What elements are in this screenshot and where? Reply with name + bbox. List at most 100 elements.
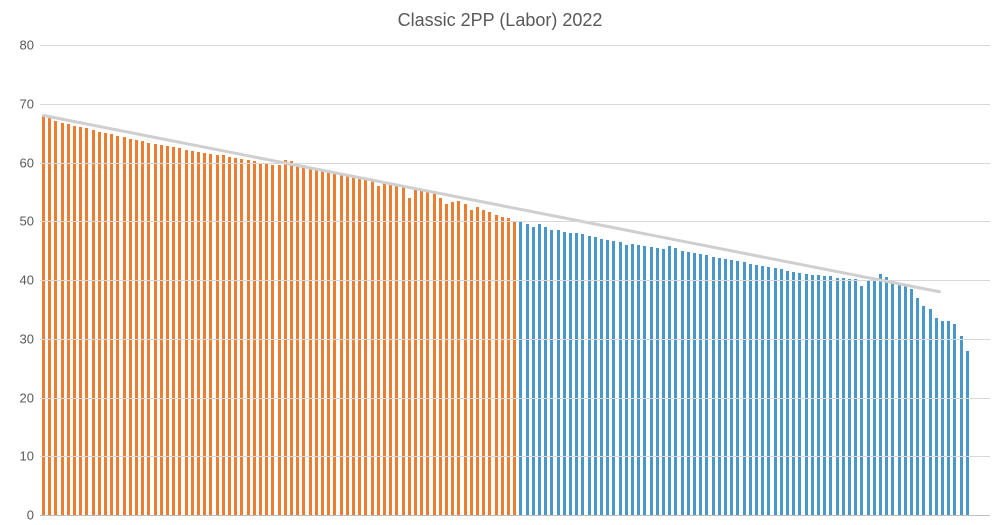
bar (929, 309, 932, 515)
bar (755, 265, 758, 515)
bar (426, 191, 429, 515)
bar (154, 144, 157, 515)
bar (197, 152, 200, 515)
bar (333, 173, 336, 516)
bar (420, 189, 423, 515)
bar (724, 259, 727, 515)
bar (743, 262, 746, 515)
bar (278, 165, 281, 515)
bar (712, 257, 715, 516)
bar (302, 165, 305, 515)
gridline (40, 104, 990, 105)
bar (110, 134, 113, 515)
bar (550, 230, 553, 515)
bar (172, 147, 175, 515)
bar (538, 224, 541, 515)
bar (501, 217, 504, 515)
bar (953, 324, 956, 515)
bar (389, 184, 392, 515)
bar (817, 275, 820, 515)
bar (191, 151, 194, 515)
bar (402, 187, 405, 515)
bar (588, 236, 591, 515)
bar (532, 227, 535, 515)
bar (947, 321, 950, 515)
y-tick-label: 80 (20, 38, 34, 53)
bar (842, 278, 845, 515)
bar (526, 224, 529, 515)
bar (699, 254, 702, 515)
chart-container: Classic 2PP (Labor) 2022 010203040506070… (0, 0, 1000, 525)
y-tick-label: 50 (20, 214, 34, 229)
bar (470, 210, 473, 516)
bar (346, 175, 349, 515)
bar (798, 273, 801, 515)
bar (823, 276, 826, 515)
gridline (40, 45, 990, 46)
bar (271, 165, 274, 515)
bar (860, 286, 863, 515)
bar (643, 246, 646, 515)
bar (178, 148, 181, 515)
bar (811, 275, 814, 515)
bar (656, 248, 659, 515)
bar (606, 240, 609, 515)
bar (445, 204, 448, 515)
bar (767, 267, 770, 515)
bar (476, 207, 479, 515)
bar (705, 255, 708, 515)
bar (761, 266, 764, 515)
bar (439, 198, 442, 515)
y-tick-label: 40 (20, 273, 34, 288)
bar (792, 272, 795, 515)
bar (203, 153, 206, 515)
bar (718, 258, 721, 515)
y-tick-label: 60 (20, 155, 34, 170)
bar (668, 246, 671, 515)
bar (116, 136, 119, 515)
bar (898, 283, 901, 515)
bar (780, 269, 783, 515)
plot-area: 01020304050607080 (40, 45, 990, 515)
bar (693, 253, 696, 515)
bar (371, 181, 374, 515)
bar (829, 276, 832, 515)
bar (340, 174, 343, 515)
bar (129, 139, 132, 515)
bar (774, 268, 777, 515)
y-tick-label: 0 (27, 508, 34, 523)
bar (482, 210, 485, 516)
bar (222, 155, 225, 515)
bar (377, 186, 380, 515)
gridline (40, 163, 990, 164)
bar (123, 137, 126, 515)
y-tick-label: 20 (20, 390, 34, 405)
bar (749, 264, 752, 515)
bar (352, 177, 355, 515)
bar (544, 227, 547, 515)
bar (594, 237, 597, 515)
bar (42, 116, 45, 516)
bar (141, 141, 144, 515)
bar (166, 146, 169, 515)
bar (662, 249, 665, 515)
bar (960, 336, 963, 515)
bar (433, 192, 436, 515)
bar (92, 130, 95, 515)
bar (507, 218, 510, 515)
bar (575, 233, 578, 515)
bar (563, 232, 566, 515)
bar (234, 158, 237, 515)
gridline (40, 280, 990, 281)
gridline (40, 339, 990, 340)
bar (557, 230, 560, 515)
bar (451, 202, 454, 515)
bar (160, 145, 163, 515)
bar (185, 150, 188, 515)
bar (736, 261, 739, 515)
bar (240, 159, 243, 515)
bar (408, 198, 411, 515)
bar (98, 132, 101, 515)
bar (904, 286, 907, 515)
bar (581, 234, 584, 515)
